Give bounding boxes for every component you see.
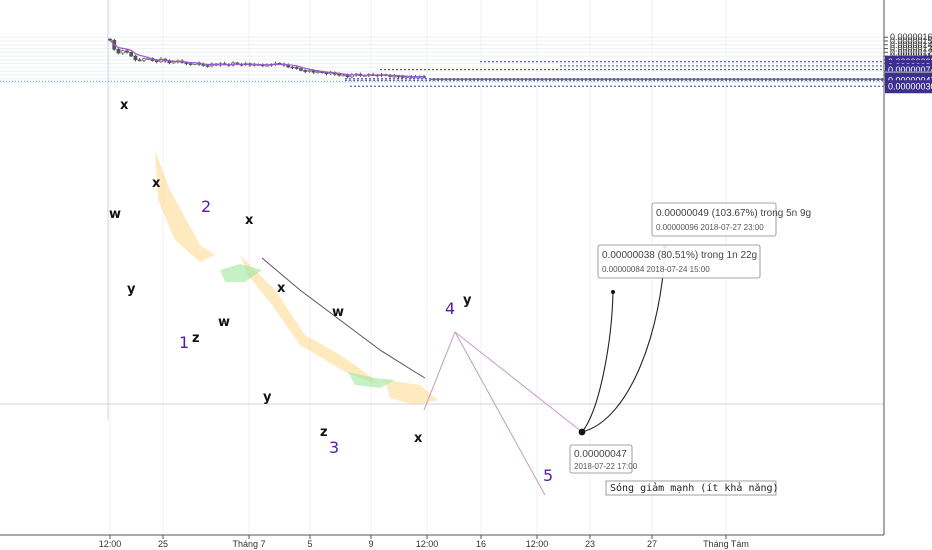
candle-body — [299, 68, 303, 71]
cloud-zone — [385, 380, 438, 405]
x-tick-label: 5 — [307, 539, 312, 549]
cloud-zone — [348, 372, 395, 388]
x-tick-label: Tháng 7 — [232, 539, 265, 549]
price-tag-label: 0.00000030 — [888, 82, 932, 92]
target-box — [569, 444, 633, 474]
chart-grid — [0, 0, 884, 535]
wave-label: x — [414, 431, 423, 446]
wave-label: y — [463, 293, 472, 308]
target-point-dot — [578, 428, 586, 436]
wave-number: 2 — [201, 197, 211, 216]
x-tick-label: 9 — [368, 539, 373, 549]
wave-number: 5 — [543, 466, 553, 485]
target-price: 0.00000047 — [574, 449, 627, 460]
target-date: 2018-07-22 17:00 — [574, 462, 638, 471]
candle-body — [154, 60, 159, 63]
wave-label: w — [332, 305, 344, 320]
projection-end-dot — [611, 290, 615, 294]
cloud-zones — [155, 150, 438, 405]
candle-body — [392, 75, 397, 78]
moving-average-lines — [109, 39, 426, 379]
scenario-note-box — [605, 480, 777, 496]
price-axis[interactable]: 0.000001600.000001500.000001400.00000130… — [883, 0, 932, 535]
wave-label: y — [263, 390, 272, 405]
x-tick-label: 12:00 — [526, 539, 549, 549]
projection-boxes: 0.00000049 (103.67%) trong 5n 9g 0.000000… — [569, 202, 811, 496]
candle-body — [188, 63, 193, 65]
wave-label: y — [127, 282, 136, 297]
x-tick-label: 27 — [647, 539, 657, 549]
x-tick-label: 23 — [585, 539, 595, 549]
projection-box — [597, 244, 761, 279]
candle-body — [316, 71, 320, 73]
wave-number: 3 — [329, 438, 339, 457]
projection-box — [651, 202, 777, 237]
x-tick-label: Tháng Tám — [703, 539, 749, 549]
candle-body — [142, 58, 146, 61]
candle-body — [171, 61, 176, 64]
wave-label: x — [152, 176, 161, 191]
wave-label: w — [218, 315, 230, 330]
candle-body — [337, 73, 342, 76]
scenario-note: Sóng giảm mạnh (ít khả năng) — [610, 482, 779, 494]
candle-body — [205, 65, 210, 67]
time-axis[interactable]: 12:00 25 Tháng 7 5 9 12:00 16 12:00 23 27 Tháng Tá… — [0, 534, 932, 550]
projection-detail: 0.00000096 2018-07-27 23:00 — [656, 223, 764, 232]
wave-number: 1 — [179, 333, 189, 352]
axis-bg — [0, 535, 932, 550]
candle-body — [303, 70, 308, 72]
fast-ma-line — [109, 39, 425, 78]
candle-body — [290, 66, 295, 69]
candle-body — [146, 58, 151, 60]
slow-ma-line — [261, 257, 426, 379]
wave-labels: x w x y x w x w z y z x y 1 2 3 4 5 — [109, 98, 553, 485]
wave-label: x — [245, 213, 254, 228]
candle-body — [125, 50, 129, 53]
cloud-zone — [220, 264, 262, 282]
horizontal-levels — [0, 61, 884, 87]
candle-body — [129, 52, 134, 57]
wave-label: z — [192, 331, 200, 346]
candle-body — [307, 70, 312, 72]
wave-number: 4 — [445, 299, 455, 318]
price-tag-label: 0.00000074 — [888, 65, 932, 75]
candle-body — [120, 50, 125, 54]
candle-body — [294, 67, 299, 69]
price-tag — [885, 80, 932, 94]
wave-label: z — [320, 425, 328, 440]
projection-title: 0.00000049 (103.67%) trong 5n 9g — [656, 208, 811, 219]
wave-label: x — [277, 281, 286, 296]
wave-path — [454, 331, 546, 496]
candle-body — [341, 74, 346, 77]
cloud-zone — [155, 150, 215, 262]
candle-body — [133, 55, 138, 61]
x-tick-label: 25 — [158, 539, 168, 549]
candle-body — [108, 38, 112, 41]
projection-detail: 0.00000084 2018-07-24 15:00 — [602, 265, 710, 274]
candle-body — [137, 59, 142, 62]
wave-label: x — [120, 98, 129, 113]
x-tick-label: 12:00 — [416, 539, 439, 549]
x-tick-label: 16 — [476, 539, 486, 549]
candle-body — [116, 48, 121, 54]
wave-label: w — [109, 207, 121, 222]
projection-arc — [581, 291, 614, 433]
projection-title: 0.00000038 (80.51%) trong 1n 22g — [602, 250, 757, 261]
candle-body — [324, 72, 329, 75]
x-tick-label: 12:00 — [99, 539, 122, 549]
